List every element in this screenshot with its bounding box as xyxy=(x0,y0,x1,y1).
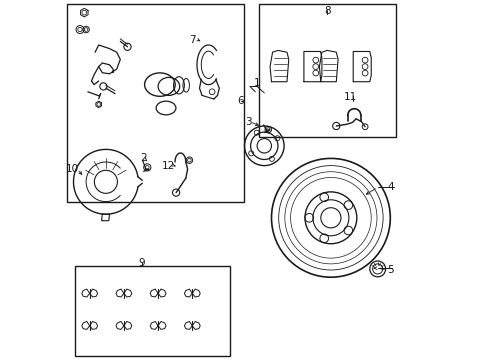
Text: 11: 11 xyxy=(344,92,357,102)
Text: 8: 8 xyxy=(324,6,330,16)
Text: 9: 9 xyxy=(138,258,145,268)
Text: 6: 6 xyxy=(237,96,244,106)
Text: 1: 1 xyxy=(253,78,260,88)
Text: 7: 7 xyxy=(188,35,195,45)
Text: 5: 5 xyxy=(386,265,393,275)
Text: 2: 2 xyxy=(140,153,147,163)
Bar xyxy=(75,266,230,356)
Text: 10: 10 xyxy=(66,164,79,174)
Text: 12: 12 xyxy=(162,161,175,171)
Text: 4: 4 xyxy=(386,182,393,192)
Bar xyxy=(67,4,244,202)
Text: 3: 3 xyxy=(244,117,251,127)
Bar xyxy=(258,4,395,137)
